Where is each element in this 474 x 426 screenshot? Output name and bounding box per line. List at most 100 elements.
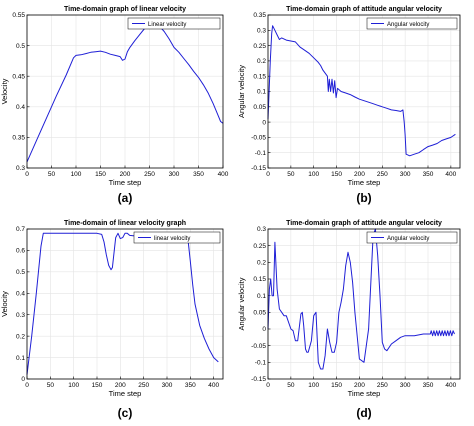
x-tick-label: 150 [331,382,342,389]
y-tick-label: 0.7 [16,226,25,233]
y-tick-label: 0.5 [16,43,25,50]
legend-box [366,17,458,30]
chart-panel-c: 0 50 100 150 200 250 300 350 400 0 0.1 0.2 0.3 0.4 0.5… [0,220,224,420]
axes-frame [267,228,461,380]
x-tick-label: 0 [266,171,270,178]
y-axis-label: Angular velocity [237,65,246,118]
y-tick-label: -0.15 [251,376,266,383]
x-tick-label: 400 [208,382,219,389]
y-tick-label: 0.25 [253,243,266,250]
x-tick-label: 250 [144,171,155,178]
x-tick-label: 300 [400,171,411,178]
chart-title: Time-domain of linear velocity graph [64,220,186,227]
panel-label: (d) [356,406,371,420]
x-tick-label: 200 [115,382,126,389]
x-tick-label: 350 [423,382,434,389]
x-axis-label: Time step [109,389,142,398]
legend-box [366,231,458,244]
x-tick-label: 300 [400,382,411,389]
y-tick-label: 0.3 [257,226,266,233]
x-tick-label: 150 [331,171,342,178]
y-axis-label: Velocity [0,291,9,317]
legend-entry: Linear velocity [148,22,186,28]
y-tick-label: -0.1 [255,360,267,367]
y-tick-label: 0 [262,119,266,126]
y-tick-label: -0.1 [255,150,267,157]
x-tick-label: 350 [193,171,204,178]
x-tick-label: 200 [120,171,131,178]
series-line [26,232,219,375]
x-tick-label: 300 [162,382,173,389]
y-tick-label: 0.5 [16,269,25,276]
y-tick-label: 0.1 [16,355,25,362]
legend: Angular velocity [366,231,458,244]
x-tick-label: 300 [169,171,180,178]
y-tick-label: 0.35 [253,12,266,19]
x-tick-label: 50 [287,382,295,389]
y-tick-label: 0.3 [16,165,25,172]
y-tick-label: 0.2 [16,333,25,340]
x-tick-label: 150 [95,171,106,178]
y-tick-label: 0.25 [253,43,266,50]
legend-entry: linear velocity [154,236,190,242]
y-axis-label: Angular velocity [237,277,246,330]
series-line [267,228,455,370]
axes-frame [26,228,224,380]
legend-box [127,17,221,30]
y-tick-label: 0.4 [16,104,25,111]
x-tick-label: 50 [47,382,55,389]
x-tick-label: 400 [445,382,456,389]
x-tick-label: 100 [71,171,82,178]
x-axis-label: Time step [348,178,381,187]
y-tick-label: 0.1 [257,293,266,300]
axes-frame [26,14,224,169]
series-line [267,25,456,157]
y-tick-label: 0.3 [257,28,266,35]
x-tick-label: 200 [354,382,365,389]
x-tick-label: 400 [445,171,456,178]
y-tick-label: 0.6 [16,248,25,255]
x-tick-label: 250 [377,382,388,389]
y-tick-label: 0.1 [257,89,266,96]
chart-title: Time-domain graph of linear velocity [64,6,186,13]
y-axis-label: Velocity [0,78,9,104]
series-line [26,20,224,163]
y-tick-label: 0.15 [253,73,266,80]
x-tick-label: 400 [218,171,229,178]
x-tick-label: 150 [92,382,103,389]
x-tick-label: 350 [423,171,434,178]
x-tick-label: 50 [48,171,56,178]
panel-label: (a) [118,191,133,205]
legend: Linear velocity [127,17,221,30]
y-tick-label: 0.15 [253,276,266,283]
x-tick-label: 0 [25,382,29,389]
legend-box [133,231,221,244]
y-tick-label: 0.2 [257,58,266,65]
plot-area [27,229,223,379]
legend: Angular velocity [366,17,458,30]
y-tick-label: 0.2 [257,260,266,267]
y-tick-label: 0 [262,326,266,333]
y-tick-label: 0.3 [16,312,25,319]
legend: linear velocity [133,231,221,244]
y-tick-label: 0.35 [12,135,25,142]
panel-label: (c) [118,406,133,420]
y-tick-label: -0.05 [251,135,266,142]
x-axis-label: Time step [348,389,381,398]
chart-panel-b: 0 50 100 150 200 250 300 350 400 -0.15 -0.1 -0.05 0 0… [237,6,461,205]
plot-area [268,229,460,379]
y-tick-label: -0.05 [251,343,266,350]
y-tick-label: 0.45 [12,73,25,80]
x-tick-label: 50 [287,171,295,178]
x-tick-label: 350 [185,382,196,389]
x-tick-label: 100 [68,382,79,389]
x-tick-label: 250 [377,171,388,178]
axes-frame [267,14,461,169]
y-tick-label: 0.05 [253,310,266,317]
x-tick-label: 100 [308,171,319,178]
y-tick-label: 0.05 [253,104,266,111]
y-tick-label: 0 [21,376,25,383]
y-tick-label: -0.15 [251,165,266,172]
x-tick-label: 0 [25,171,29,178]
